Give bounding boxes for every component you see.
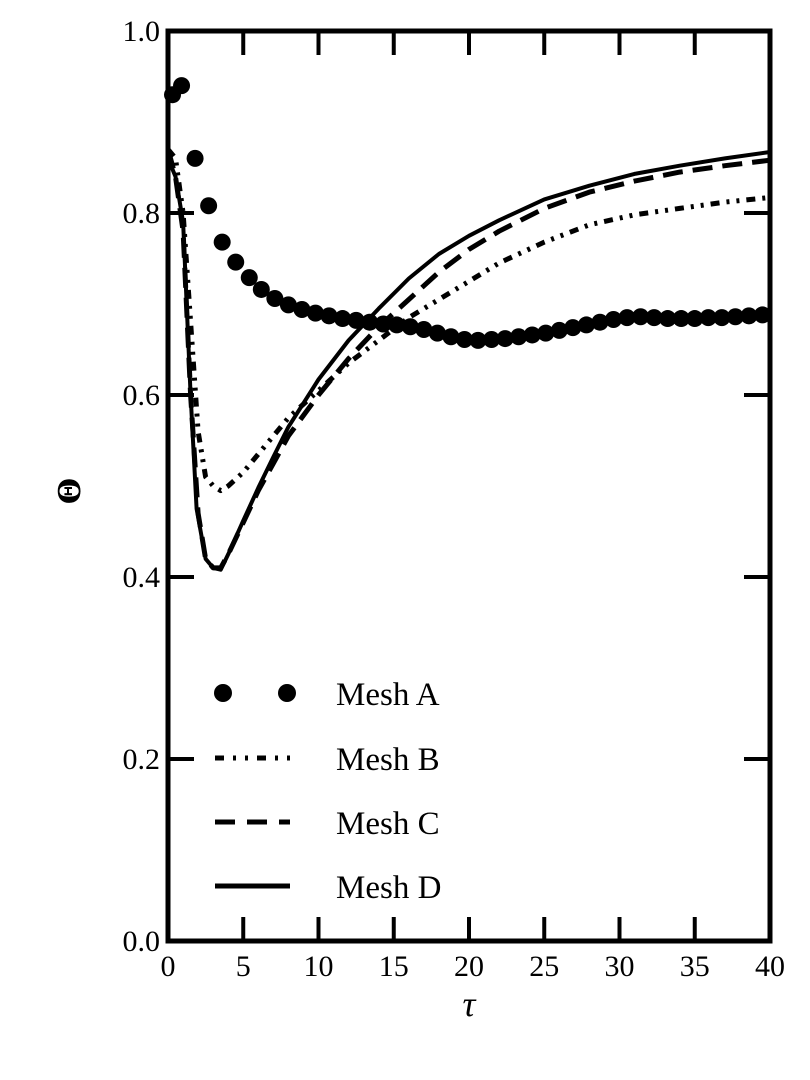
data-point <box>577 316 595 334</box>
axis-ticks <box>168 31 770 941</box>
x-axis-label: τ <box>463 984 477 1024</box>
series-mesh-a <box>164 77 771 349</box>
data-point <box>713 309 731 327</box>
data-point <box>753 306 771 324</box>
data-point <box>469 331 487 349</box>
series-mesh-d <box>166 150 771 572</box>
data-point <box>442 328 460 346</box>
data-point <box>213 233 231 251</box>
data-point <box>347 311 365 329</box>
data-point <box>672 310 690 328</box>
data-point <box>510 328 528 346</box>
data-point <box>726 308 744 326</box>
x-tick-label: 30 <box>605 950 635 983</box>
data-point <box>227 253 245 271</box>
data-point <box>320 307 338 325</box>
data-point <box>266 290 284 308</box>
y-tick-label: 0.6 <box>123 379 161 412</box>
marker-symbol-icon <box>214 684 296 702</box>
y-tick-label: 0.8 <box>123 197 161 230</box>
data-point <box>564 319 582 337</box>
data-point <box>415 320 433 338</box>
axes-frame <box>165 28 773 944</box>
legend-label: Mesh B <box>336 742 440 778</box>
data-point <box>591 313 609 331</box>
data-point <box>537 324 555 342</box>
legend-item-mesh-a: Mesh A <box>214 677 440 713</box>
data-point <box>361 313 379 331</box>
data-point <box>293 300 311 318</box>
x-tick-label: 15 <box>379 950 409 983</box>
data-point <box>645 309 663 327</box>
data-point <box>686 310 704 328</box>
data-point <box>632 308 650 326</box>
x-tick-labels: 0 5 10 15 20 25 30 35 40 <box>161 950 786 983</box>
data-point <box>388 316 406 334</box>
data-point <box>240 269 258 287</box>
x-tick-label: 40 <box>755 950 785 983</box>
y-tick-label: 0.2 <box>123 743 161 776</box>
legend-label: Mesh C <box>336 806 440 842</box>
data-point <box>306 304 324 322</box>
x-tick-label: 0 <box>161 950 176 983</box>
data-point <box>550 321 568 339</box>
legend-item-mesh-b: Mesh B <box>215 742 440 778</box>
data-point <box>699 309 717 327</box>
x-tick-label: 25 <box>529 950 559 983</box>
x-tick-label: 10 <box>304 950 334 983</box>
legend-item-mesh-d: Mesh D <box>215 870 441 906</box>
data-point <box>173 77 191 95</box>
legend: Mesh A Mesh B Mesh C Mesh D <box>214 677 441 906</box>
data-point <box>428 324 446 342</box>
data-point <box>186 149 204 167</box>
y-tick-label: 0.0 <box>123 925 161 958</box>
data-point <box>740 307 758 325</box>
x-tick-label: 35 <box>680 950 710 983</box>
data-point <box>618 309 636 327</box>
data-point <box>523 326 541 344</box>
data-point <box>252 280 270 298</box>
y-axis-label: Θ <box>53 478 88 504</box>
data-point <box>455 330 473 348</box>
legend-item-mesh-c: Mesh C <box>215 806 440 842</box>
data-point <box>279 296 297 314</box>
x-tick-label: 20 <box>454 950 484 983</box>
data-point <box>334 310 352 328</box>
series-mesh-c <box>165 148 771 571</box>
data-point <box>483 330 501 348</box>
legend-label: Mesh D <box>336 870 441 906</box>
data-point <box>604 310 622 328</box>
data-point <box>659 310 677 328</box>
y-tick-labels: 0.0 0.2 0.4 0.6 0.8 1.0 <box>123 15 161 958</box>
y-tick-label: 0.4 <box>123 561 161 594</box>
data-point <box>496 330 514 348</box>
legend-label: Mesh A <box>336 677 440 713</box>
series-layer <box>164 77 771 572</box>
y-tick-label: 1.0 <box>123 15 161 48</box>
data-point <box>200 197 218 215</box>
x-tick-label: 5 <box>236 950 251 983</box>
